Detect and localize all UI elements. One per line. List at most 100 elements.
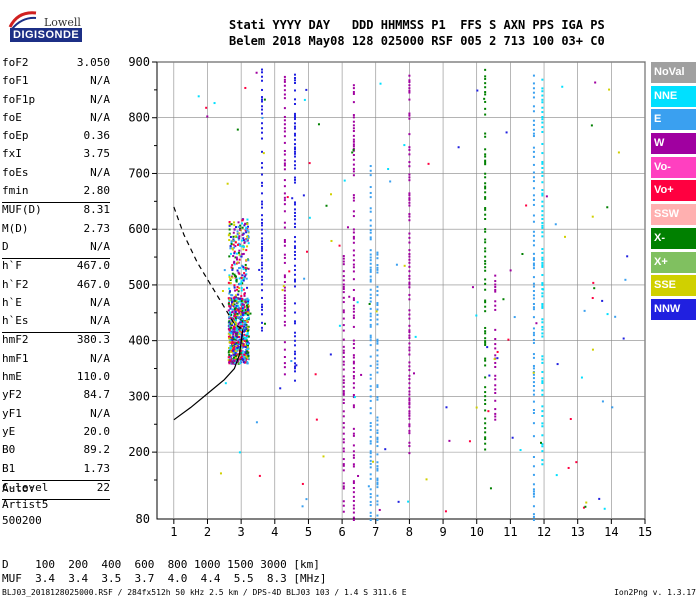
echo-point: [243, 325, 246, 328]
noise-point: [444, 510, 447, 513]
trace-point: [532, 381, 535, 384]
trace-point: [283, 203, 286, 206]
trace-point: [261, 192, 264, 195]
trace-point: [494, 408, 497, 411]
echo-point: [232, 346, 235, 349]
trace-point: [408, 232, 411, 235]
echo-point: [247, 259, 250, 262]
param-row: B0 89.2: [2, 443, 110, 461]
x-tick-label: 15: [638, 525, 652, 539]
echo-point: [244, 222, 247, 225]
param-value: 2.73: [83, 221, 111, 235]
trace-point: [352, 511, 355, 514]
echo-point: [228, 355, 231, 358]
param-label: fxI: [2, 147, 22, 161]
trace-point: [293, 215, 296, 218]
trace-point: [261, 127, 264, 130]
trace-point: [293, 302, 296, 305]
echo-point: [247, 267, 250, 270]
echo-point: [228, 239, 231, 242]
trace-point: [293, 311, 296, 314]
y-tick-label: 700: [128, 166, 150, 180]
trace-point: [293, 150, 296, 153]
trace-point: [484, 299, 487, 302]
echo-point: [233, 345, 236, 348]
trace-point: [484, 266, 487, 269]
param-value: 20.0: [83, 424, 111, 438]
echo-point: [233, 341, 236, 344]
trace-point: [408, 270, 411, 273]
trace-point: [532, 456, 535, 459]
trace-point: [532, 331, 535, 334]
trace-point: [293, 122, 296, 125]
trace-point: [484, 107, 487, 110]
trace-point: [484, 75, 487, 78]
noise-point: [489, 487, 492, 490]
trace-point: [408, 258, 411, 261]
trace-point: [494, 285, 497, 288]
echo-point: [239, 357, 242, 360]
y-tick-label: 500: [128, 278, 150, 292]
echo-point: [232, 349, 235, 352]
trace-point: [283, 93, 286, 96]
echo-point: [239, 229, 242, 232]
trace-point: [532, 214, 535, 217]
trace-point: [352, 482, 355, 485]
trace-point: [541, 256, 544, 259]
echo-point: [231, 248, 234, 251]
trace-point: [369, 268, 372, 271]
trace-point: [342, 402, 345, 405]
trace-point: [484, 395, 487, 398]
trace-point: [532, 203, 535, 206]
trace-point: [293, 127, 296, 130]
param-label: B0: [2, 443, 16, 457]
trace-point: [369, 207, 372, 210]
logo-digisonde-text: DIGISONDE: [10, 28, 83, 42]
echo-point: [242, 279, 245, 282]
echo-point: [230, 242, 233, 245]
echo-point: [240, 295, 243, 298]
echo-point: [237, 243, 240, 246]
trace-point: [369, 473, 372, 476]
echo-point: [240, 323, 243, 326]
trace-point: [261, 264, 264, 267]
trace-point: [369, 312, 372, 315]
echo-point: [229, 304, 232, 307]
trace-point: [261, 100, 264, 103]
echo-point: [231, 324, 234, 327]
trace-point: [532, 289, 535, 292]
trace-point: [352, 499, 355, 502]
echo-point: [242, 323, 245, 326]
trace-point: [283, 341, 286, 344]
trace-point: [352, 354, 355, 357]
trace-point: [283, 240, 286, 243]
echo-point: [229, 311, 232, 314]
echo-point: [236, 233, 239, 236]
echo-point: [235, 345, 238, 348]
noise-point: [258, 268, 261, 271]
noise-point: [567, 466, 570, 469]
trace-point: [293, 132, 296, 135]
trace-point: [342, 464, 345, 467]
noise-point: [591, 215, 594, 218]
trace-point: [352, 406, 355, 409]
param-value: N/A: [90, 314, 110, 328]
trace-point: [408, 194, 411, 197]
noise-point: [395, 263, 398, 266]
trace-point: [532, 87, 535, 90]
echo-point: [244, 266, 247, 269]
trace-point: [484, 163, 487, 166]
echo-point: [232, 356, 235, 359]
echo-point: [233, 221, 236, 224]
echo-point: [228, 292, 231, 295]
trace-point: [532, 252, 535, 255]
trace-point: [293, 350, 296, 353]
echo-point: [246, 356, 249, 359]
trace-point: [541, 335, 544, 338]
trace-point: [261, 308, 264, 311]
trace-point: [532, 234, 535, 237]
echo-point: [234, 326, 237, 329]
trace-point: [541, 445, 544, 448]
echo-point: [232, 231, 235, 234]
trace-point: [484, 228, 487, 231]
